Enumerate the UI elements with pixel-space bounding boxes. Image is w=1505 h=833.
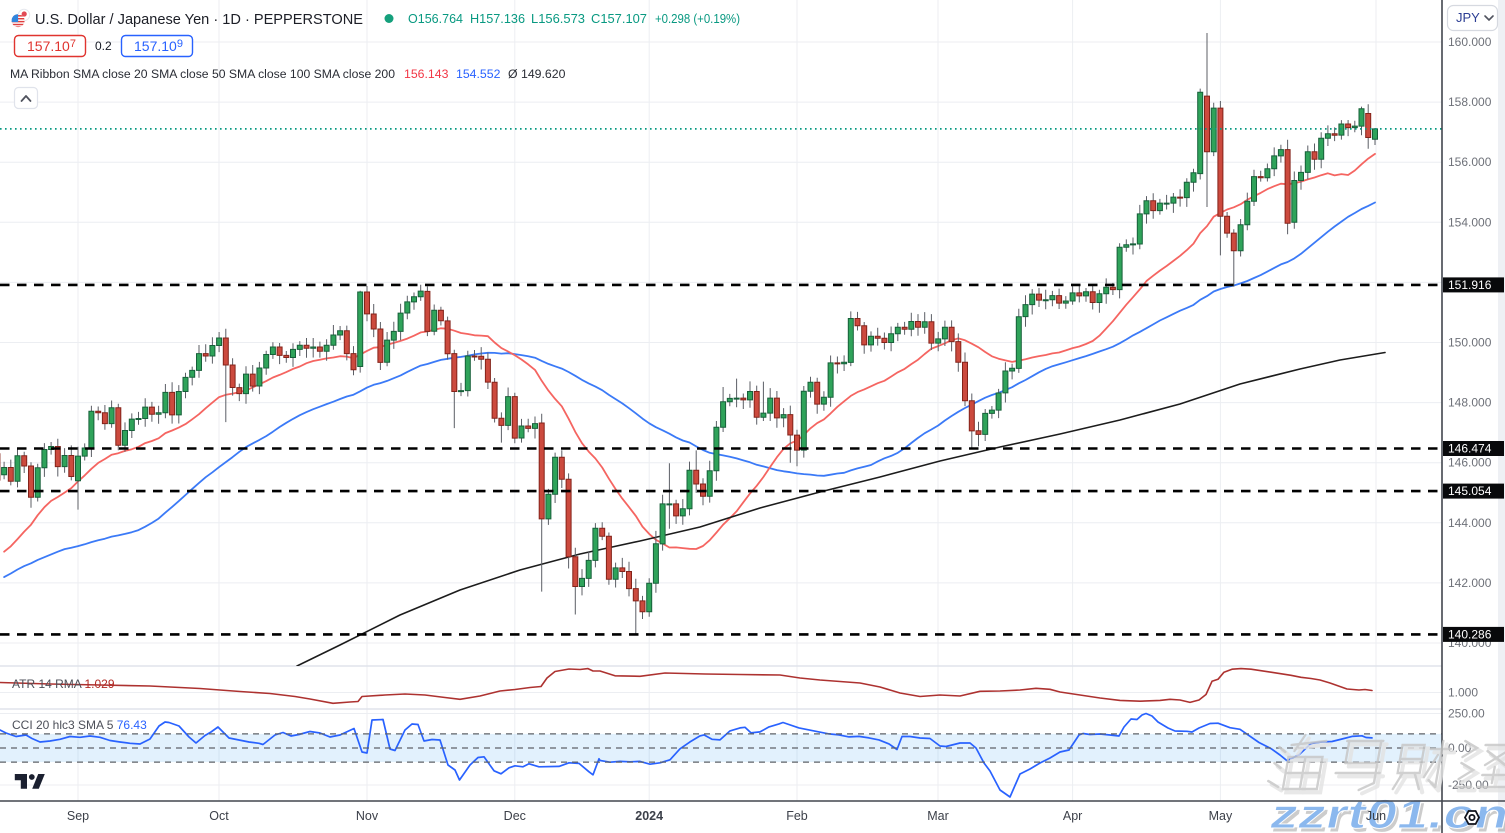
- svg-text:144.000: 144.000: [1448, 516, 1492, 530]
- svg-text:1.000: 1.000: [1448, 686, 1478, 700]
- svg-text:zzrt01.cn: zzrt01.cn: [1266, 790, 1505, 833]
- svg-text:Apr: Apr: [1063, 809, 1082, 823]
- svg-text:156.143: 156.143: [404, 67, 449, 81]
- svg-text:H157.136: H157.136: [470, 11, 525, 26]
- svg-text:156.000: 156.000: [1448, 155, 1492, 169]
- svg-text:2024: 2024: [635, 809, 663, 823]
- svg-text:151.916: 151.916: [1448, 278, 1492, 292]
- svg-text:Ø 149.620: Ø 149.620: [508, 67, 566, 81]
- svg-text:U.S. Dollar / Japanese Yen · 1: U.S. Dollar / Japanese Yen · 1D · PEPPER…: [35, 11, 363, 28]
- svg-text:Dec: Dec: [504, 809, 526, 823]
- svg-text:0.2: 0.2: [95, 39, 112, 53]
- svg-text:C157.107: C157.107: [591, 11, 647, 26]
- svg-text:145.054: 145.054: [1448, 484, 1492, 498]
- svg-text:148.000: 148.000: [1448, 396, 1492, 410]
- svg-text:Jun: Jun: [1366, 809, 1386, 823]
- svg-text:146.000: 146.000: [1448, 456, 1492, 470]
- svg-text:154.552: 154.552: [456, 67, 501, 81]
- svg-text:250.00: 250.00: [1448, 707, 1485, 721]
- svg-text:Mar: Mar: [927, 809, 949, 823]
- svg-text:Feb: Feb: [786, 809, 808, 823]
- svg-text:O156.764: O156.764: [408, 11, 463, 26]
- svg-text:JPY: JPY: [1456, 10, 1480, 25]
- svg-text:140.286: 140.286: [1448, 627, 1492, 641]
- svg-text:L156.573: L156.573: [531, 11, 585, 26]
- svg-text:158.000: 158.000: [1448, 95, 1492, 109]
- svg-text:150.000: 150.000: [1448, 336, 1492, 350]
- svg-text:+0.298 (+0.19%): +0.298 (+0.19%): [655, 11, 740, 26]
- svg-text:157.107: 157.107: [27, 38, 76, 54]
- svg-text:146.474: 146.474: [1448, 442, 1492, 456]
- svg-text:142.000: 142.000: [1448, 576, 1492, 590]
- svg-text:Oct: Oct: [209, 809, 229, 823]
- svg-text:154.000: 154.000: [1448, 215, 1492, 229]
- svg-text:CCI 20 hlc3 SMA 5 76.43: CCI 20 hlc3 SMA 5 76.43: [12, 718, 147, 732]
- svg-text:Sep: Sep: [67, 809, 89, 823]
- svg-text:May: May: [1209, 809, 1233, 823]
- svg-text:160.000: 160.000: [1448, 35, 1492, 49]
- svg-text:MA Ribbon SMA close 20 SMA clo: MA Ribbon SMA close 20 SMA close 50 SMA …: [10, 67, 395, 81]
- svg-text:157.109: 157.109: [134, 38, 183, 54]
- svg-text:ATR 14 RMA 1.029: ATR 14 RMA 1.029: [12, 677, 115, 691]
- svg-text:Nov: Nov: [356, 809, 379, 823]
- svg-text:-250.00: -250.00: [1448, 778, 1489, 792]
